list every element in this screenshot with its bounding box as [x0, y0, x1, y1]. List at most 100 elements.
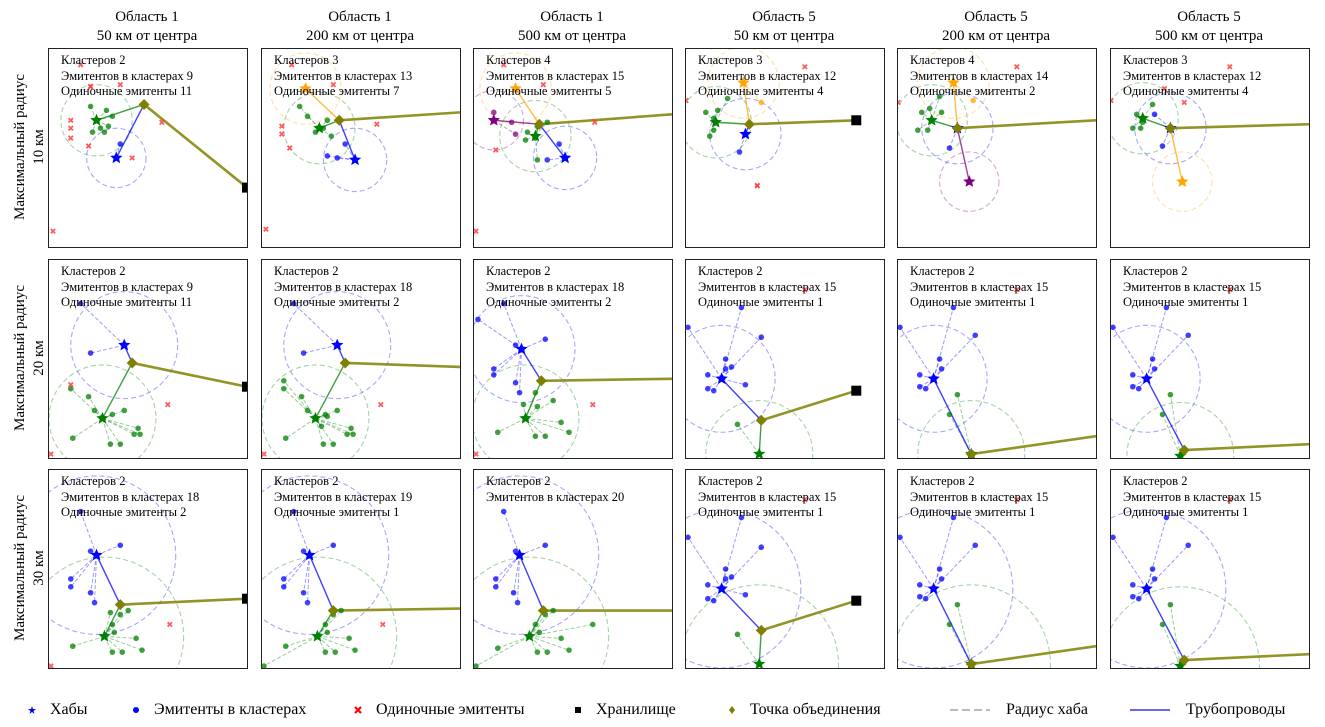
stat-clusters: Кластеров 2	[698, 474, 836, 490]
stat-label: Одиночные эмитенты	[274, 505, 390, 519]
clustered-emitter	[342, 141, 348, 147]
hub-radius-circle	[283, 291, 392, 400]
stat-clusters: Кластеров 2	[910, 264, 1048, 280]
emitter-link	[90, 344, 125, 354]
emitter-link	[933, 307, 954, 379]
stat-label: Кластеров	[61, 53, 117, 67]
hub-pipeline	[103, 604, 121, 637]
hub-radius-circle	[705, 400, 814, 458]
trunk-pipeline	[760, 389, 857, 422]
emitter-link	[529, 623, 593, 637]
stat-value: 15	[1248, 489, 1262, 504]
single-emitter	[166, 621, 173, 628]
line-icon	[1130, 709, 1170, 711]
stat-value: 2	[393, 295, 400, 309]
stat-clustered: Эмитентов в кластерах 18	[274, 280, 412, 296]
stat-value: 2	[332, 264, 339, 278]
hub-radius-circle	[49, 556, 185, 668]
single-emitter	[1226, 286, 1233, 293]
stat-value: 3	[756, 53, 763, 67]
junction-point	[1178, 444, 1190, 456]
hub-pipeline	[338, 120, 356, 161]
clustered-emitter	[69, 643, 76, 650]
panel-stats: Кластеров 3 Эмитентов в кластерах 13 Одино…	[274, 53, 412, 100]
single-emitter	[49, 451, 54, 457]
single-emitter	[67, 125, 74, 132]
clustered-emitter	[491, 109, 497, 116]
trunk-pipeline	[1184, 442, 1309, 452]
stat-value: 4	[544, 53, 551, 67]
clustered-emitter	[133, 635, 139, 642]
hub-star	[303, 548, 316, 561]
stat-label: Эмитентов в кластерах	[910, 68, 1033, 83]
clustered-emitter	[550, 607, 556, 614]
stat-label: Одиночные эмитенты	[1123, 505, 1239, 519]
hub-pipeline	[305, 88, 340, 121]
column-distance: 50 км от центра	[96, 28, 198, 44]
stat-value: 19	[399, 489, 413, 504]
panel-stats: Кластеров 4 Эмитентов в кластерах 14 Одино…	[910, 53, 1048, 100]
emitter-link	[525, 417, 570, 433]
stat-label: Кластеров	[910, 53, 966, 67]
storage-square	[851, 595, 862, 606]
clustered-emitter	[280, 385, 287, 392]
emitter-link	[721, 546, 762, 590]
column-title: Область 1 500 км от центра	[472, 8, 672, 46]
stat-clusters: Кластеров 2	[910, 474, 1048, 490]
stat-clusters: Кластеров 2	[61, 264, 193, 280]
stat-clustered: Эмитентов в кластерах 15	[698, 490, 836, 506]
clustered-emitter	[710, 597, 717, 604]
clustered-emitter	[475, 316, 481, 323]
stat-value: 9	[186, 279, 193, 294]
hub-radius-circle	[49, 364, 157, 458]
diamond-icon	[729, 706, 735, 714]
stat-value: 2	[968, 264, 975, 278]
panel-stats: Кластеров 2 Эмитентов в кластерах 19 Одино…	[274, 474, 412, 521]
stat-label: Кластеров	[486, 53, 542, 67]
column-title: Область 1 50 км от центра	[47, 8, 247, 46]
stat-single: Одиночные эмитенты 4	[1123, 84, 1261, 100]
clustered-emitter	[954, 391, 961, 398]
stat-clusters: Кластеров 2	[274, 474, 412, 490]
emitter-link	[285, 417, 316, 439]
hub-star	[523, 629, 536, 642]
hub-radius-circle	[898, 84, 968, 157]
hub-star	[311, 629, 324, 642]
trunk-pipeline	[971, 434, 1096, 456]
clustered-emitter	[936, 566, 943, 572]
panel-stats: Кластеров 3 Эмитентов в кластерах 12 Одино…	[698, 53, 836, 100]
clustered-emitter	[534, 649, 541, 655]
clustered-emitter	[332, 649, 339, 655]
clustered-emitter	[348, 425, 354, 432]
stat-value: 1	[1029, 505, 1036, 519]
stat-value: 1	[393, 505, 400, 519]
stat-clustered: Эмитентов в кластерах 9	[61, 69, 193, 85]
clustered-emitter	[714, 107, 721, 114]
clustered-emitter	[280, 584, 287, 590]
emitter-link	[94, 555, 98, 603]
hub-pipeline	[721, 588, 762, 631]
stat-label: Кластеров	[274, 264, 330, 278]
stat-single: Одиночные эмитенты 7	[274, 84, 412, 100]
clustered-emitter	[512, 379, 519, 386]
clustered-emitter	[1167, 391, 1174, 398]
stat-value: 4	[968, 53, 975, 67]
emitter-link	[521, 338, 546, 350]
clustered-emitter	[322, 649, 329, 655]
scenario-panel: Кластеров 2 Эмитентов в кластерах 9 Одиноч…	[48, 259, 248, 459]
clustered-emitter	[330, 441, 337, 447]
clustered-emitter	[330, 542, 337, 549]
emitter-link	[70, 554, 97, 588]
stat-single: Одиночные эмитенты 1	[910, 295, 1048, 311]
emitter-link	[493, 119, 516, 135]
emitter-link	[743, 82, 762, 103]
clustered-emitter	[322, 621, 329, 628]
emitter-link	[956, 394, 972, 455]
clustered-emitter	[972, 332, 979, 339]
clustered-emitter	[1135, 385, 1142, 392]
scenario-panel: Кластеров 2 Эмитентов в кластерах 18 Одино…	[48, 469, 248, 669]
clustered-emitter	[87, 589, 94, 596]
row-value: 10 км	[31, 129, 47, 165]
stat-label: Одиночные эмитенты	[61, 84, 177, 98]
emitter-link	[525, 418, 546, 437]
